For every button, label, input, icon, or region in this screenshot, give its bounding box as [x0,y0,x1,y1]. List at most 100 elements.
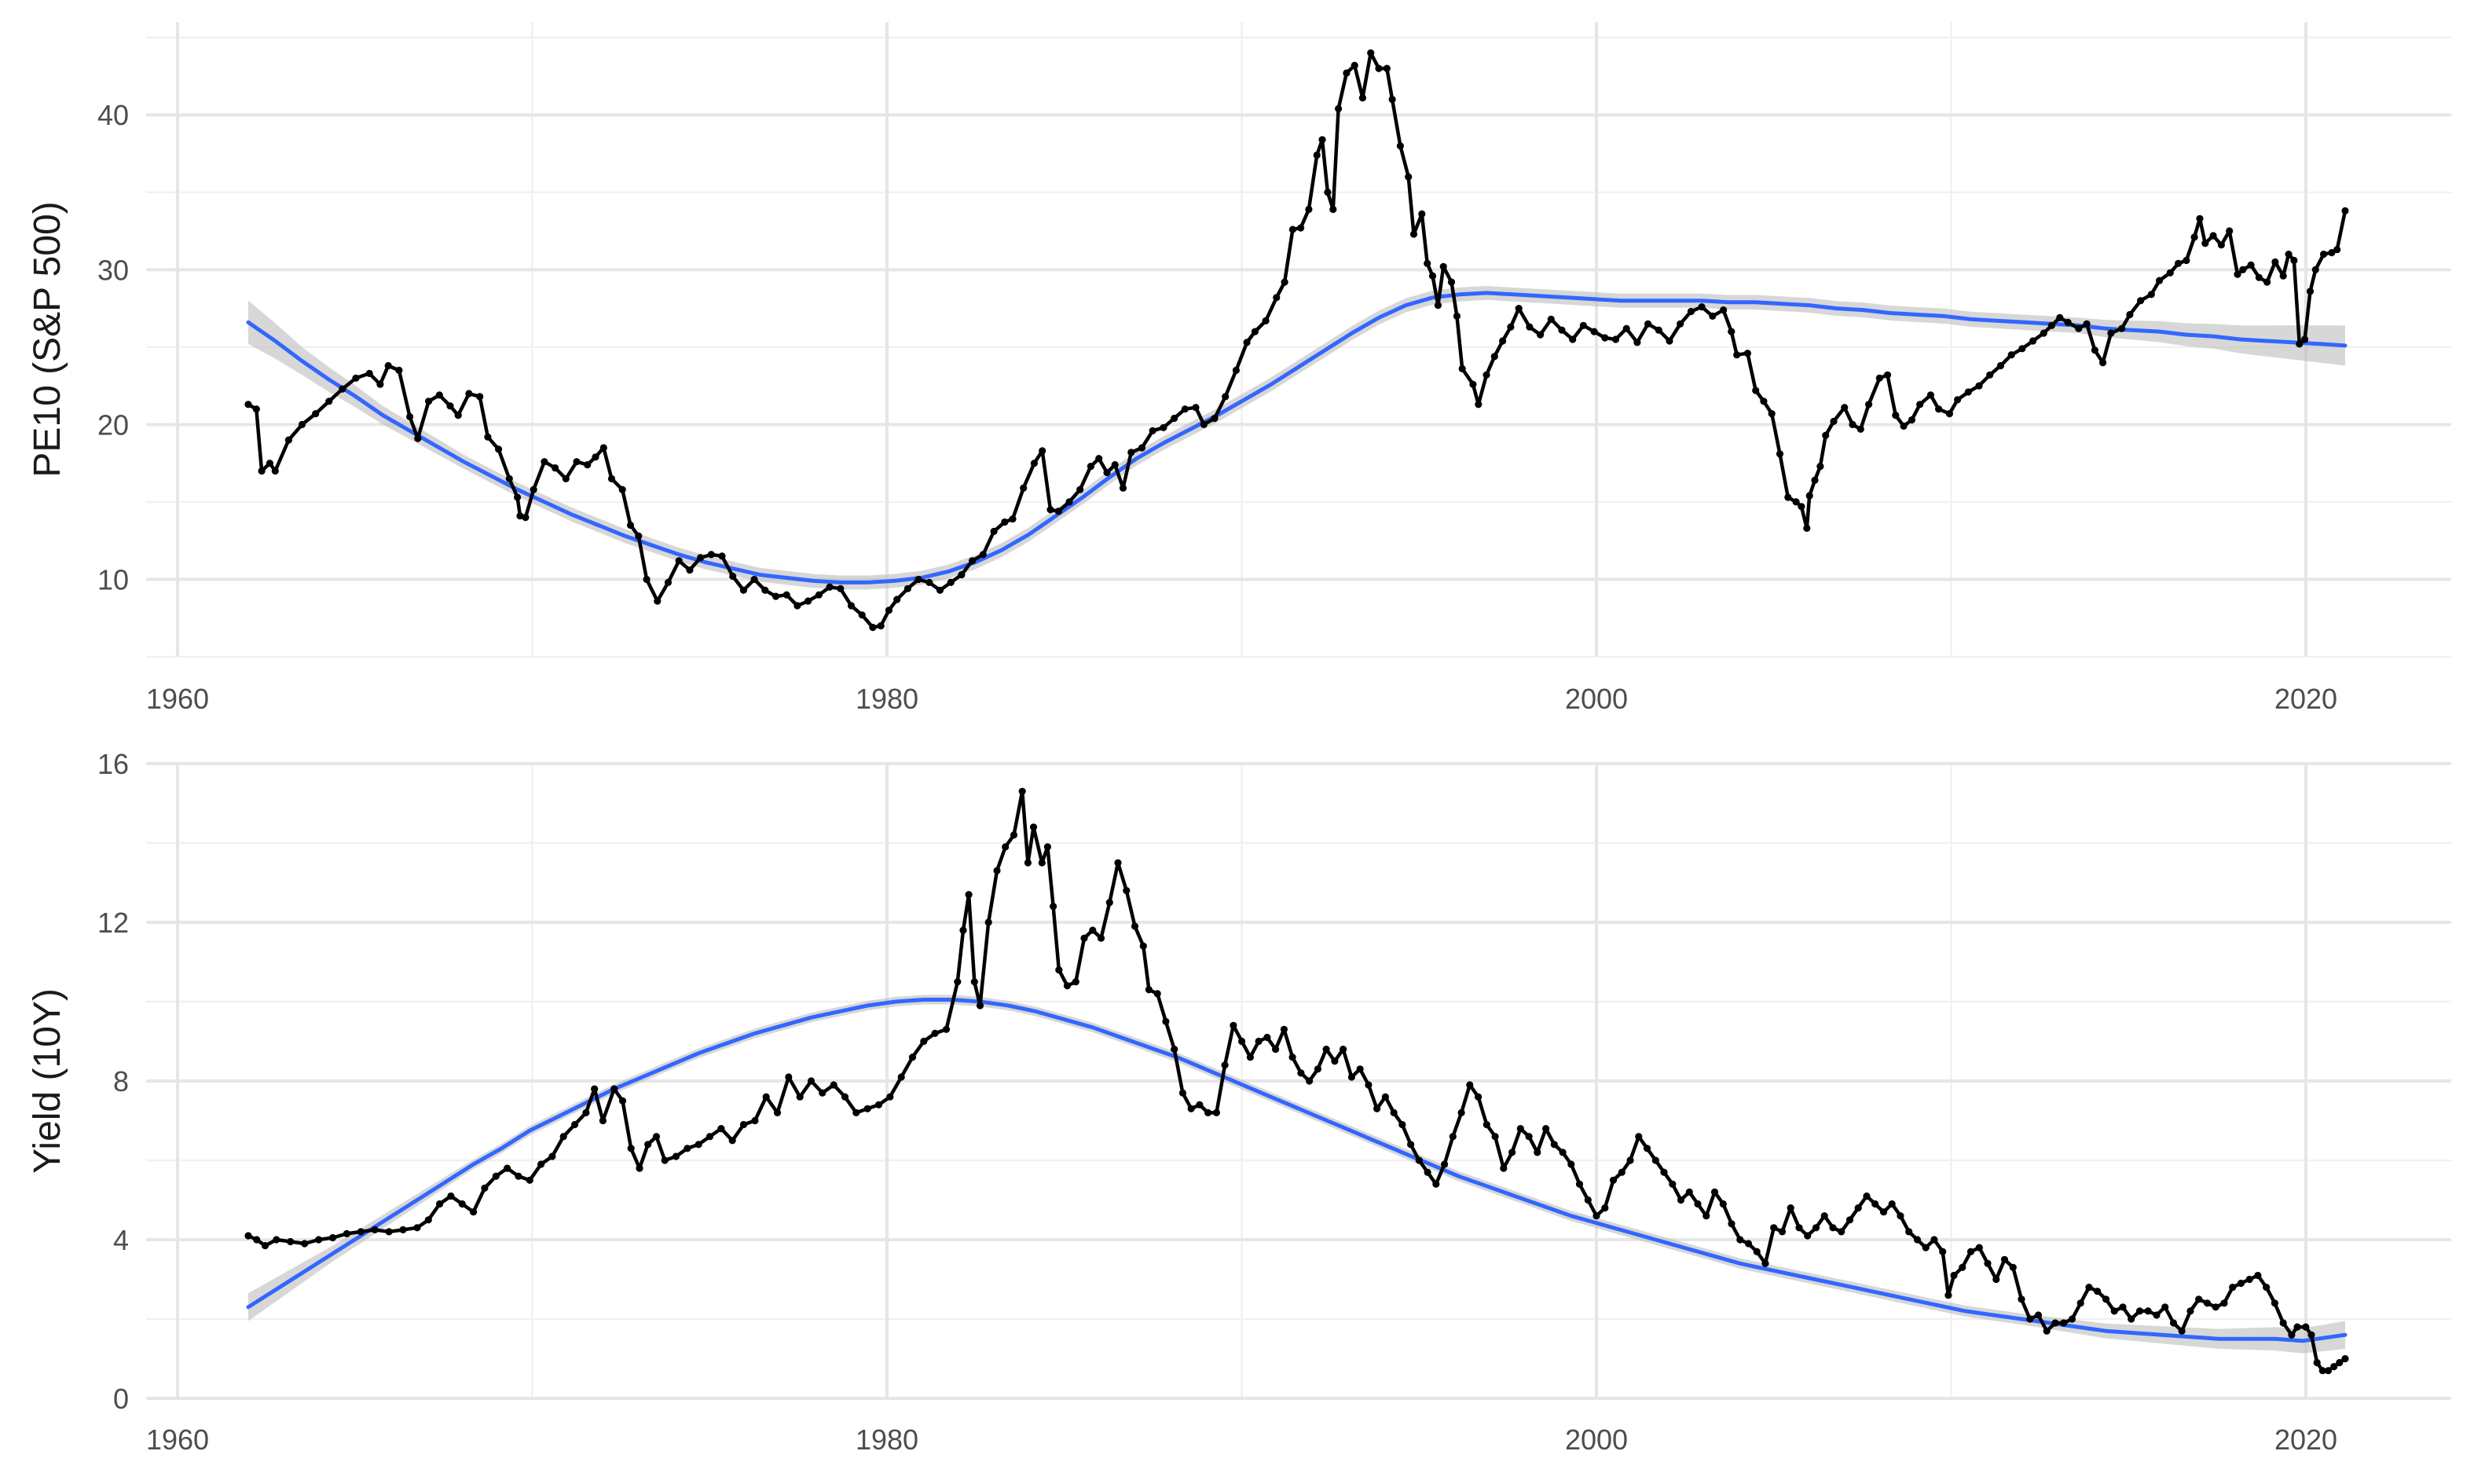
data-point [2060,1319,2068,1327]
data-point [522,514,530,522]
data-point [301,1240,309,1248]
data-point [1324,189,1332,196]
data-point [1778,1228,1787,1236]
data-point [886,1093,894,1101]
data-point [958,571,966,579]
data-point [2217,241,2225,249]
data-point [1458,365,1466,372]
y-axis-title: PE10 (S&P 500) [27,201,68,477]
data-point [717,1125,725,1133]
data-point [1388,95,1396,104]
data-point [796,1093,804,1101]
data-point [1469,380,1477,388]
data-point [1733,351,1741,359]
data-point [877,622,885,630]
data-point [1018,787,1026,795]
data-point [1306,1077,1314,1085]
data-point [1439,262,1447,270]
data-point [847,602,856,610]
data-point [1908,416,1915,424]
data-point [1753,1248,1761,1255]
data-point [562,475,570,483]
y-tick-label: 40 [97,99,129,131]
data-point [1065,498,1073,506]
data-point [2009,1263,2017,1271]
data-point [2296,340,2304,348]
data-point [1251,328,1259,335]
data-point [2169,1319,2178,1327]
data-point [399,1226,407,1233]
data-point [627,1145,635,1152]
data-point [1900,422,1908,431]
data-point [2203,1299,2212,1307]
data-point [1424,1168,1431,1176]
data-point [1761,1259,1769,1267]
data-point [2234,270,2241,278]
data-point [852,1108,860,1116]
data-point [1322,1046,1330,1053]
data-point [2341,207,2349,214]
x-tick-label: 2020 [2274,1424,2337,1456]
data-point [2279,272,2287,280]
data-point [1698,303,1706,311]
data-point [2333,246,2341,254]
data-point [1212,1108,1220,1116]
data-point [1770,1224,1778,1232]
data-point [1944,1292,1952,1299]
data-point [287,1237,295,1246]
data-point [548,1152,556,1160]
data-point [858,611,866,619]
data-point [826,583,834,591]
data-point [1076,486,1084,493]
data-point [2311,266,2319,273]
data-point [2051,1319,2059,1327]
data-point [352,374,360,382]
data-point [1080,934,1088,942]
data-point [1390,1108,1398,1116]
data-point [315,1236,323,1244]
data-point [1660,1168,1668,1176]
data-point [819,1089,826,1097]
data-point [636,1164,643,1172]
data-point [1787,1204,1794,1212]
data-point [1024,859,1032,867]
data-point [805,597,812,605]
data-point [1966,1248,1975,1255]
data-point [772,592,780,600]
data-point [1232,366,1240,374]
data-point [2255,273,2263,281]
data-point [1736,1236,1744,1244]
data-point [761,586,769,594]
data-point [1776,450,1784,458]
data-point [1677,320,1684,328]
data-point [2085,1284,2093,1292]
data-point [1255,1037,1263,1046]
data-point [1381,1093,1389,1101]
data-point [1888,1200,1896,1208]
data-point [1162,1017,1170,1025]
data-point [1720,306,1728,314]
y-tick-label: 30 [97,254,129,286]
data-point [1743,350,1751,357]
data-point [652,1133,661,1141]
data-point [298,420,306,429]
x-tick-label: 2000 [1565,1424,1628,1456]
data-point [1230,1021,1237,1029]
data-point [1221,1061,1229,1069]
data-point [2018,1295,2025,1303]
data-point [635,532,643,540]
y-axis-title: Yield (10Y) [27,988,68,1174]
data-point [1939,1248,1947,1255]
data-point [1153,990,1161,998]
data-point [1441,1160,1449,1168]
data-point [1204,1108,1212,1116]
data-point [1340,1046,1347,1053]
data-point [2263,1284,2271,1292]
data-point [2156,277,2164,284]
data-point [2271,258,2279,266]
data-point [750,575,758,584]
data-point [1457,1108,1465,1116]
data-point [537,1160,545,1168]
data-point [1288,1053,1296,1061]
data-point [2161,1303,2169,1311]
